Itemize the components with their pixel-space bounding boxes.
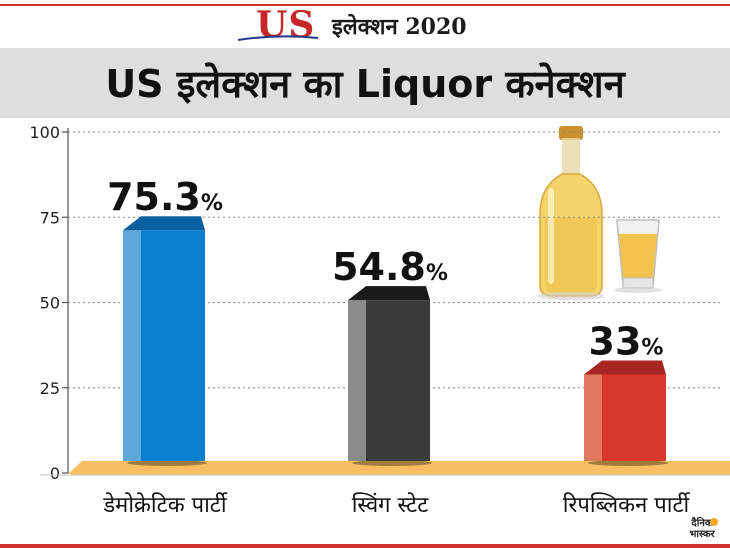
x-category-label: डेमोक्रेटिक पार्टी xyxy=(102,492,227,518)
y-tick-label: 0 xyxy=(50,464,60,483)
bar-side-face xyxy=(584,374,602,461)
bar-1 xyxy=(123,216,207,466)
logo-sun-dot xyxy=(710,518,718,526)
liquor-bottle-illustration xyxy=(537,126,662,300)
bar-top-face xyxy=(123,216,205,231)
watermark-text: दैनिक भास्कर xyxy=(689,518,715,540)
title-bar xyxy=(0,48,730,118)
top-red-line xyxy=(0,4,730,6)
y-tick-label: 25 xyxy=(40,379,60,398)
chart-base-platform xyxy=(68,461,730,475)
y-tick-label: 75 xyxy=(40,208,60,227)
y-tick-label: 50 xyxy=(40,294,60,313)
top-header: US इलेक्शन 2020 xyxy=(0,0,730,48)
bar-top-face xyxy=(348,286,430,301)
bar-front-face xyxy=(141,230,205,461)
bar-side-face xyxy=(348,300,366,461)
bar-side-face xyxy=(123,230,141,461)
y-tick-label: 100 xyxy=(29,123,60,142)
bar-top-face xyxy=(584,360,666,375)
logo-swoosh xyxy=(238,35,318,41)
bottom-red-line xyxy=(0,544,730,548)
bar-shadow xyxy=(352,460,432,466)
bar-3 xyxy=(584,360,668,466)
bar-front-face xyxy=(366,300,430,461)
bar-2 xyxy=(348,286,432,466)
bar-value-label: 75.3% xyxy=(107,175,223,219)
bar-value-label: 54.8% xyxy=(332,245,448,289)
bar-front-face xyxy=(602,374,666,461)
x-category-label: रिपब्लिकन पार्टी xyxy=(563,492,691,518)
dainik-bhaskar-logo: दैनिक भास्कर xyxy=(680,518,724,544)
x-category-label: स्विंग स्टेट xyxy=(352,492,430,518)
bar-chart: 0 25 50 75 100 75.3% डेमोक्रेटिक पार्टी 54.8% स… xyxy=(29,123,730,518)
bar-value-label: 33% xyxy=(589,319,664,363)
bar-shadow xyxy=(588,460,668,466)
election-logo-text: इलेक्शन 2020 xyxy=(332,14,467,40)
bar-shadow xyxy=(127,460,207,466)
chart-title: US इलेक्शन का Liquor कनेक्शन xyxy=(105,62,625,106)
